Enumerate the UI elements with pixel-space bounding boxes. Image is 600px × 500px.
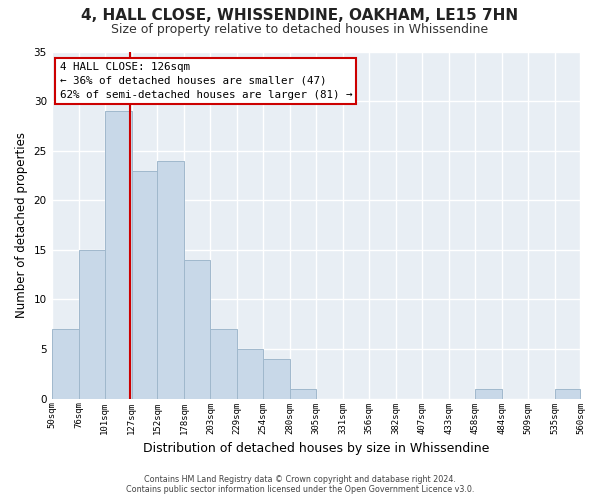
Bar <box>104 111 131 399</box>
Bar <box>157 160 184 398</box>
X-axis label: Distribution of detached houses by size in Whissendine: Distribution of detached houses by size … <box>143 442 489 455</box>
Bar <box>475 388 502 398</box>
Y-axis label: Number of detached properties: Number of detached properties <box>15 132 28 318</box>
Text: 4 HALL CLOSE: 126sqm
← 36% of detached houses are smaller (47)
62% of semi-detac: 4 HALL CLOSE: 126sqm ← 36% of detached h… <box>59 62 352 100</box>
Bar <box>263 359 290 399</box>
Bar <box>554 388 580 398</box>
Bar <box>290 388 316 398</box>
Bar <box>131 170 157 398</box>
Text: Size of property relative to detached houses in Whissendine: Size of property relative to detached ho… <box>112 22 488 36</box>
Bar <box>52 329 79 398</box>
Bar <box>211 329 237 398</box>
Bar <box>184 260 211 398</box>
Bar <box>237 349 263 399</box>
Text: Contains HM Land Registry data © Crown copyright and database right 2024.
Contai: Contains HM Land Registry data © Crown c… <box>126 474 474 494</box>
Text: 4, HALL CLOSE, WHISSENDINE, OAKHAM, LE15 7HN: 4, HALL CLOSE, WHISSENDINE, OAKHAM, LE15… <box>82 8 518 22</box>
Bar <box>79 250 104 398</box>
